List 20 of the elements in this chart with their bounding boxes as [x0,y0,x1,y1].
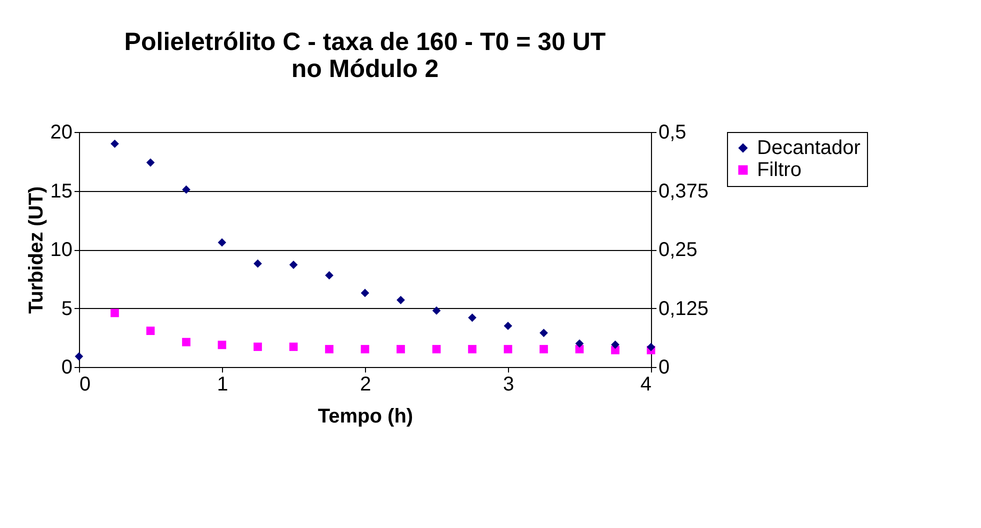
y2-tick-label: 0,375 [658,180,709,202]
y-tick-label: 20 [50,122,72,144]
x-axis-title: Tempo (h) [318,406,414,428]
x-tick-label: 4 [640,374,652,396]
y-tick-label: 10 [50,239,72,261]
x-tick-label: 1 [216,374,228,396]
y-tick-label: 5 [61,298,72,320]
x-tick-label: 3 [502,374,514,396]
chart-title: Polieletrólito C - taxa de 160 - T0 = 30 UT no Módulo 2 [124,28,606,83]
y-axis-title: Turbidez (UT) [25,186,48,314]
y2-tick-label: 0,125 [658,298,709,320]
y2-tick-label: 0 [658,356,670,378]
legend-label: Filtro [757,159,802,181]
x-tick-label: 2 [360,374,372,396]
y-tick-label: 0 [61,356,72,378]
y-tick-label: 15 [50,180,72,202]
legend-label: Decantador [757,137,861,159]
y2-tick-label: 0,25 [658,239,698,261]
y2-tick-label: 0,5 [658,122,686,144]
x-tick-label: 0 [80,374,91,396]
